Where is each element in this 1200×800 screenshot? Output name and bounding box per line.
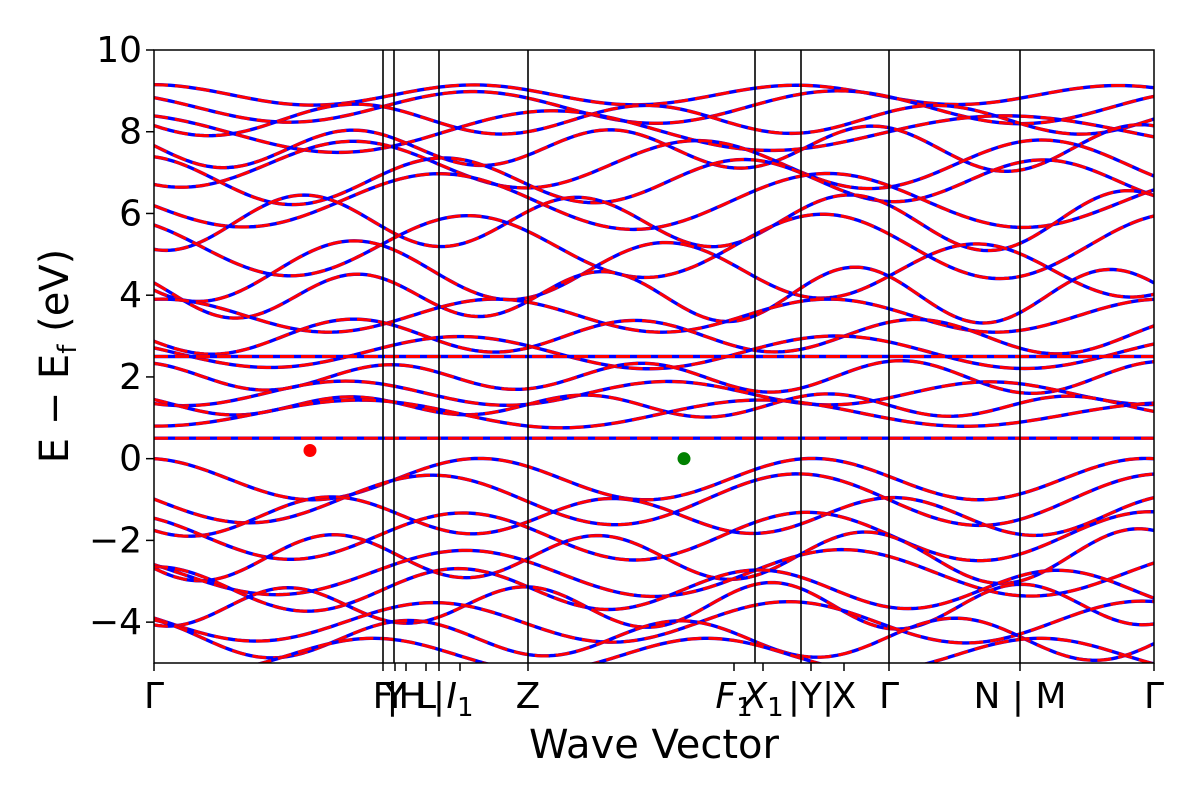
y-axis-title-main: E − E [32, 354, 78, 464]
band-line-red-11 [154, 265, 1154, 325]
band-line-blue-19 [154, 456, 1154, 502]
y-tick-label: 4 [119, 275, 142, 316]
bands-layer [154, 82, 1154, 663]
band-line-red-14 [154, 334, 1154, 371]
band-line-red-21 [154, 495, 1154, 538]
band-line-red-2 [154, 102, 1154, 138]
band-line-blue-7 [154, 171, 1154, 232]
x-tick-label: X1 [740, 676, 783, 723]
x-tick-label: Z [516, 676, 541, 717]
point-marker-0 [303, 443, 317, 457]
x-tick-label: Γ [1144, 676, 1164, 717]
y-axis-title-unit: (eV) [32, 249, 78, 345]
band-line-red-4 [154, 123, 1154, 173]
band-line-blue-6 [154, 155, 1154, 207]
x-tick-label: Y [383, 676, 407, 717]
x-tick-label: L [416, 676, 436, 717]
x-tick-label: Γ [144, 676, 164, 717]
band-line-red-19 [154, 456, 1154, 502]
band-line-red-22 [154, 510, 1154, 563]
y-tick-label: 8 [119, 112, 142, 153]
band-line-blue-5 [154, 138, 1154, 191]
y-ticks: 10 8 6 4 2 0 −2 −4 [89, 30, 154, 643]
x-axis-title: Wave Vector [529, 722, 780, 768]
band-line-red-25 [154, 565, 1154, 613]
x-tick-label: N | M [973, 676, 1066, 717]
x-tick-label: | [433, 676, 445, 717]
band-line-red-23 [154, 527, 1154, 585]
band-line-red-17 [154, 392, 1154, 419]
band-line-red-5 [154, 138, 1154, 191]
x-tick-label: F1 [715, 676, 752, 723]
band-line-red-16 [154, 379, 1154, 408]
x-tick-label: F [373, 676, 394, 717]
band-line-red-12 [154, 297, 1154, 334]
y-axis-title-sub: f [53, 344, 83, 354]
y-tick-label: 0 [119, 439, 142, 480]
y-tick-label: −4 [89, 602, 142, 643]
x-tick-label: |H [386, 676, 425, 717]
point-marker-1 [677, 452, 691, 466]
band-line-red-29 [154, 636, 1154, 663]
band-line-red-10 [154, 239, 1154, 303]
band-line-red-7 [154, 171, 1154, 231]
band-line-blue-8 [154, 188, 1154, 253]
band-line-red-6 [154, 155, 1154, 207]
y-tick-label: 10 [96, 30, 142, 71]
y-tick-label: 2 [119, 357, 142, 398]
y-tick-label: −2 [89, 520, 142, 561]
plot-frame [153, 49, 1155, 664]
y-axis-title: E − Ef (eV) [32, 249, 83, 464]
band-line-red-1 [154, 89, 1154, 126]
band-line-red-9 [154, 212, 1154, 281]
x-tick-label: I1 [446, 676, 473, 723]
y-tick-label: 6 [119, 193, 142, 234]
x-tick-label: X [832, 676, 857, 717]
band-line-red-27 [154, 599, 1154, 645]
x-tick-label: |Y| [788, 676, 834, 717]
band-line-red-8 [154, 189, 1154, 253]
band-line-red-15 [154, 359, 1154, 395]
band-line-blue-0 [154, 82, 1154, 107]
x-tick-label: Γ [879, 676, 899, 717]
band-line-red-3 [154, 109, 1154, 154]
band-line-blue-13 [154, 317, 1154, 356]
markers-layer [303, 443, 691, 466]
high-symmetry-lines [382, 50, 1021, 663]
band-line-red-13 [154, 317, 1154, 356]
band-line-red-18 [154, 398, 1154, 430]
band-line-blue-23 [154, 527, 1154, 586]
band-line-red-26 [154, 581, 1154, 631]
